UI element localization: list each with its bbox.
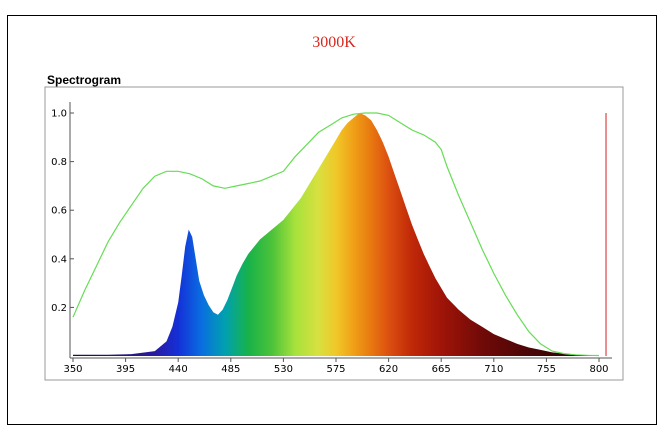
x-tick-label: 530 (274, 364, 293, 375)
panel-label: Spectrogram (47, 73, 122, 87)
y-tick-label: 0.4 (51, 254, 67, 265)
y-tick-label: 0.6 (51, 206, 67, 217)
x-tick-label: 755 (537, 364, 556, 375)
spectrum-area (73, 113, 599, 356)
x-tick-label: 440 (169, 364, 188, 375)
x-tick-label: 800 (589, 364, 608, 375)
y-tick-label: 0.2 (51, 303, 67, 314)
x-tick-label: 575 (326, 364, 345, 375)
chart-title: 3000K (312, 34, 356, 51)
x-tick-label: 395 (116, 364, 135, 375)
x-tick-label: 485 (221, 364, 240, 375)
y-tick-label: 1.0 (51, 109, 67, 120)
envelope-line (72, 112, 600, 357)
x-tick-label: 665 (432, 364, 451, 375)
y-tick-label: 0.8 (51, 157, 67, 168)
x-tick-label: 620 (379, 364, 398, 375)
x-tick-label: 710 (484, 364, 503, 375)
x-tick-label: 350 (63, 364, 82, 375)
